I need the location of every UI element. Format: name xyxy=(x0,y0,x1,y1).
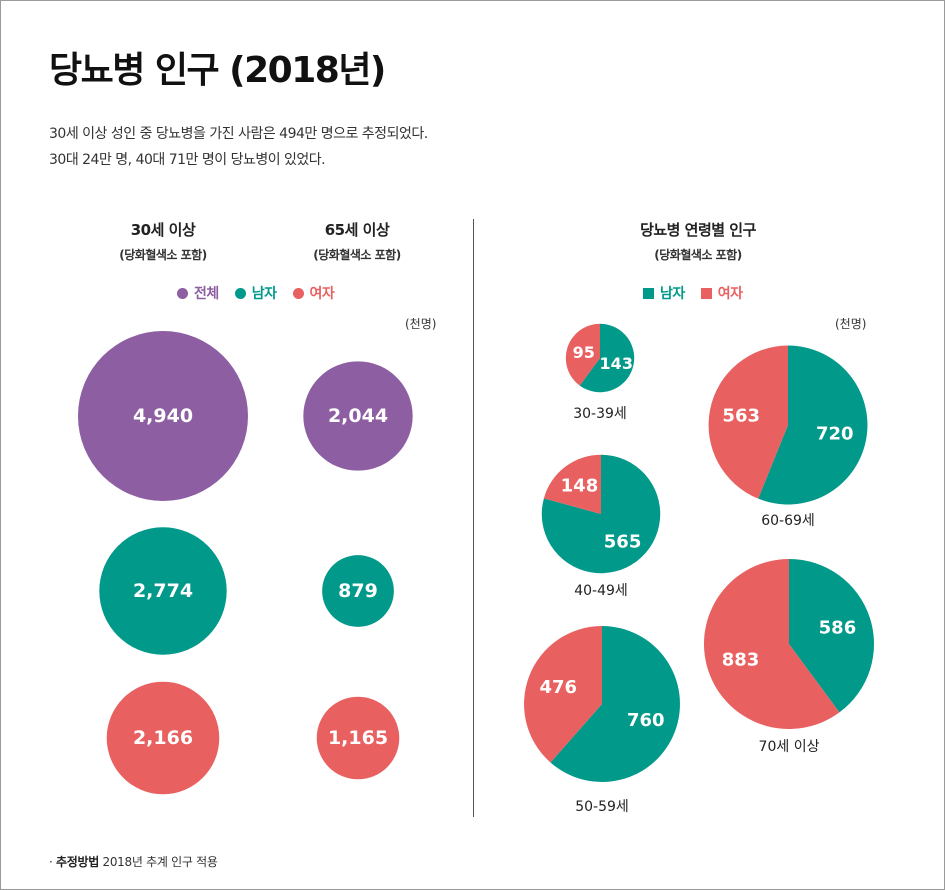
footer-note: · 추정방법 2018년 추계 인구 적용 xyxy=(49,855,218,869)
legend-item-female: 여자 xyxy=(292,283,335,303)
pie-slice-female xyxy=(543,454,601,514)
legend-square-icon xyxy=(700,287,712,299)
pie-slice-male xyxy=(550,626,680,782)
bubble-female xyxy=(316,696,400,780)
pie-category-label: 70세 이상 xyxy=(759,739,820,755)
bubble-male xyxy=(322,555,394,627)
description-line: 30세 이상 성인 중 당뇨병을 가진 사람은 494만 명으로 추정되었다. xyxy=(49,126,428,142)
pie-value-label-male: 760 xyxy=(627,710,665,731)
column-header-30plus: 30세 이상 (당화혈색소 포함) xyxy=(83,219,243,263)
bubble-total xyxy=(303,361,413,471)
legend-square-icon xyxy=(643,287,654,299)
pie-slice-female xyxy=(524,626,602,763)
pie-value-label-female: 148 xyxy=(561,475,599,496)
pie-value-label-male: 143 xyxy=(600,354,633,373)
legend-item-female: 여자 xyxy=(700,283,743,303)
pie-slice-male xyxy=(579,323,635,393)
pie-category-label: 30-39세 xyxy=(573,406,627,422)
column-title: 30세 이상 xyxy=(130,221,196,239)
page-title: 당뇨병 인구 (2018년) xyxy=(49,50,386,91)
pie-category-label: 40-49세 xyxy=(574,583,628,599)
bubble-female xyxy=(106,681,220,795)
legend-label: 남자 xyxy=(251,286,277,302)
column-subtitle: (당화혈색소 포함) xyxy=(119,248,207,262)
pie-value-label-female: 476 xyxy=(539,677,577,698)
pie-slice-female xyxy=(708,345,788,499)
right-panel-subtitle: (당화혈색소 포함) xyxy=(654,248,742,262)
bubble-total xyxy=(78,331,248,501)
legend-label: 여자 xyxy=(717,286,743,302)
right-unit-label: (천명) xyxy=(835,317,867,331)
pie-value-label-male: 586 xyxy=(819,618,857,639)
pie-category-label: 60-69세 xyxy=(761,513,815,529)
legend-dot-icon xyxy=(177,287,188,299)
bubble-value-label: 4,940 xyxy=(133,405,193,427)
left-legend: 전체 남자 여자 xyxy=(177,283,350,303)
legend-label: 여자 xyxy=(309,286,335,302)
left-unit-label: (천명) xyxy=(405,317,437,331)
column-title: 65세 이상 xyxy=(324,221,390,239)
right-legend: 남자 여자 xyxy=(643,283,759,303)
pie-slice-female xyxy=(703,559,840,729)
panel-divider xyxy=(473,219,474,817)
pie-slice-male xyxy=(758,345,868,505)
legend-item-male: 남자 xyxy=(234,283,277,303)
pie-slice-male xyxy=(789,559,874,713)
pie-value-label-female: 563 xyxy=(722,405,760,426)
legend-item-male: 남자 xyxy=(643,283,685,303)
legend-item-total: 전체 xyxy=(177,283,219,303)
legend-dot-icon xyxy=(292,287,304,299)
column-subtitle: (당화혈색소 포함) xyxy=(313,248,401,262)
description: 30세 이상 성인 중 당뇨병을 가진 사람은 494만 명으로 추정되었다. … xyxy=(49,121,428,173)
column-header-65plus: 65세 이상 (당화혈색소 포함) xyxy=(277,219,437,263)
legend-label: 남자 xyxy=(660,286,685,302)
legend-label: 전체 xyxy=(194,286,219,302)
footer-label: 추정방법 xyxy=(56,855,99,869)
pie-value-label-male: 720 xyxy=(816,424,854,445)
bubble-value-label: 2,774 xyxy=(133,580,193,602)
footer-text: 2018년 추계 인구 적용 xyxy=(102,855,218,869)
bubble-value-label: 2,044 xyxy=(328,405,388,427)
pie-value-label-male: 565 xyxy=(604,532,642,553)
description-line: 30대 24만 명, 40대 71만 명이 당뇨병이 있었다. xyxy=(49,152,326,168)
pie-slice-female xyxy=(565,323,600,386)
pie-value-label-female: 95 xyxy=(573,343,595,362)
pie-category-label: 50-59세 xyxy=(575,799,629,815)
bubble-value-label: 1,165 xyxy=(328,727,388,749)
bubble-value-label: 879 xyxy=(338,580,378,602)
pie-value-label-female: 883 xyxy=(722,649,760,670)
bubble-male xyxy=(99,527,227,655)
bubble-value-label: 2,166 xyxy=(133,727,193,749)
pie-slice-male xyxy=(541,454,661,574)
right-panel-title: 당뇨병 연령별 인구 xyxy=(640,221,756,239)
right-panel-header: 당뇨병 연령별 인구 (당화혈색소 포함) xyxy=(598,219,798,263)
legend-dot-icon xyxy=(234,287,246,299)
